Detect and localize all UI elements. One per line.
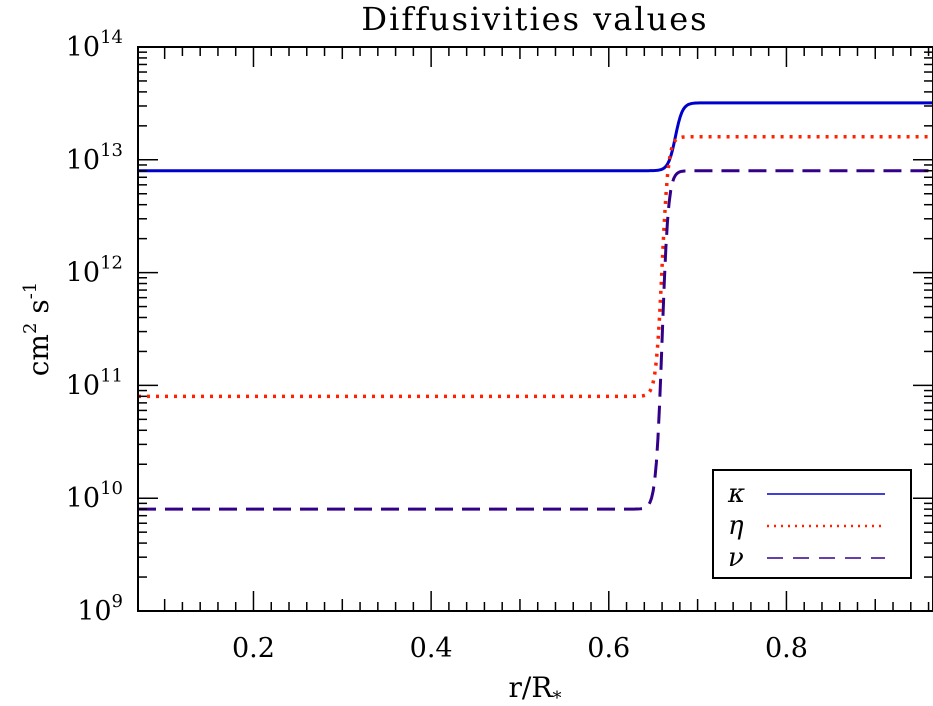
legend-box: [712, 469, 912, 579]
y-tick-label-exponent: 10: [100, 478, 123, 499]
y-tick-label-base: 10: [77, 596, 111, 627]
x-axis-label: r/R*: [509, 671, 562, 706]
y-tick-label-base: 10: [66, 145, 100, 176]
y-tick-label-exponent: 11: [100, 365, 123, 386]
chart-title: Diffusivities values: [361, 0, 708, 38]
y-axis-label-mid: s: [22, 299, 55, 322]
legend-label-0: κ: [727, 479, 745, 509]
x-tick-label: 0.2: [232, 633, 275, 664]
y-tick-label: 1014: [66, 27, 123, 63]
y-tick-label: 1011: [66, 365, 123, 401]
y-tick-label-exponent: 9: [112, 591, 123, 612]
plot-frame: [137, 46, 933, 612]
y-axis-label-exp1: 2: [20, 323, 41, 334]
legend-label-1: η: [728, 511, 744, 541]
legend-label-2: ν: [728, 543, 744, 573]
y-tick-label-exponent: 12: [100, 253, 123, 274]
x-tick-label: 0.8: [765, 633, 808, 664]
y-tick-label: 1012: [66, 253, 123, 289]
y-tick-label-exponent: 14: [100, 27, 123, 48]
x-axis-label-main: r/R: [509, 671, 554, 704]
series-line-1: [138, 135, 933, 399]
x-tick-label: 0.6: [587, 633, 630, 664]
y-tick-label-base: 10: [66, 483, 100, 514]
series-layer: [138, 101, 933, 511]
svg-text:r/R*: r/R*: [509, 671, 562, 706]
y-tick-label-base: 10: [66, 32, 100, 63]
series-line-2: [138, 169, 933, 511]
series-line-0: [138, 101, 933, 173]
legend-items: κην: [727, 479, 885, 573]
legend: κην: [712, 469, 912, 579]
x-axis-ticks: 0.2 0.4 0.6 0.8: [163, 47, 930, 664]
x-axis-label-subscript: *: [552, 688, 561, 706]
y-axis-label: cm2 s-1: [20, 282, 55, 377]
x-tick-label: 0.4: [410, 633, 453, 664]
y-tick-label: 1013: [66, 140, 123, 176]
y-tick-label-exponent: 13: [100, 140, 123, 161]
y-tick-label-base: 10: [66, 258, 100, 289]
svg-text:cm2 s-1: cm2 s-1: [20, 282, 55, 377]
y-axis-label-base: cm: [22, 334, 55, 376]
y-axis-label-exp2: -1: [20, 282, 41, 300]
y-tick-label: 1010: [66, 478, 123, 514]
y-tick-label-base: 10: [66, 370, 100, 401]
y-tick-label: 109: [77, 591, 123, 627]
